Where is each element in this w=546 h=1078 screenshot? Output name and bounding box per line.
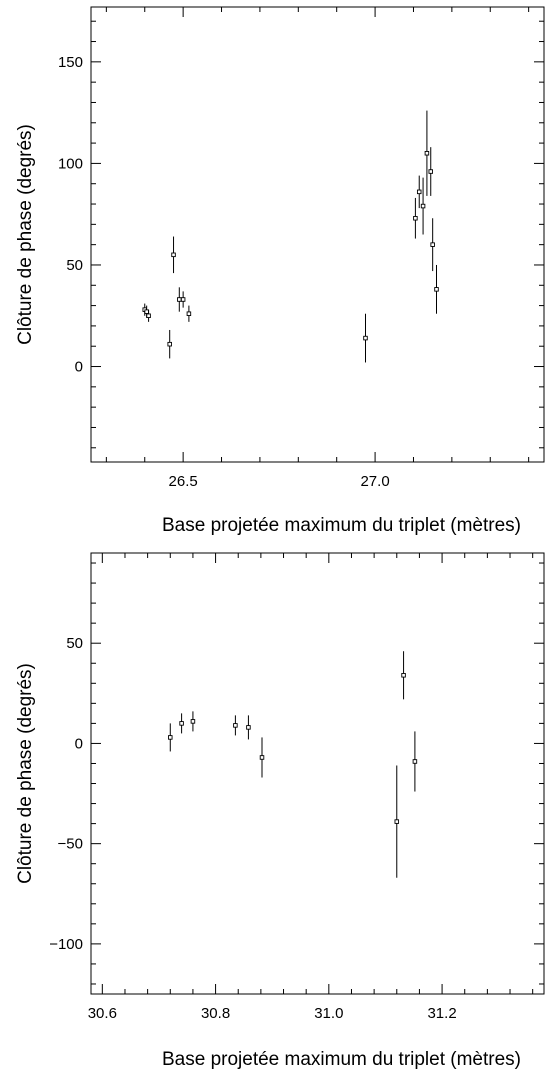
data-point	[424, 150, 430, 156]
data-point	[168, 735, 173, 740]
data-point	[259, 755, 265, 760]
data-point	[434, 287, 439, 292]
data-point	[177, 297, 182, 302]
x-tick-label: 31.0	[314, 1005, 343, 1022]
x-tick-label: 30.8	[201, 1005, 230, 1022]
data-point	[246, 725, 251, 730]
data-point	[401, 673, 406, 678]
plot-frame	[90, 552, 545, 995]
data-point	[190, 719, 196, 724]
data-point	[180, 297, 186, 302]
y-tick-label: 50	[66, 635, 83, 652]
plot-frame	[90, 6, 545, 463]
data-point	[233, 723, 238, 728]
y-tick-label: 100	[58, 155, 83, 172]
x-tick-label: 30.6	[88, 1005, 117, 1022]
x-tick-label: 31.2	[427, 1005, 456, 1022]
data-point	[416, 189, 422, 195]
data-point	[146, 313, 151, 319]
y-axis-label: Clôture de phase (degrés)	[15, 124, 36, 345]
x-tick-label: 27.0	[360, 473, 389, 490]
x-tick-label: 26.5	[169, 473, 198, 490]
y-tick-label: 0	[75, 359, 83, 376]
top-chart: 26.5 27.0 0 50 100 150 Base projetée maximum d…	[15, 6, 545, 536]
data-point	[412, 759, 418, 764]
y-tick-label: 50	[66, 257, 83, 274]
data-point	[413, 215, 418, 221]
data-point	[430, 242, 435, 247]
data-point	[179, 721, 184, 726]
data-point	[394, 819, 400, 824]
y-tick-label: 150	[58, 54, 83, 71]
y-tick-label: 0	[75, 735, 83, 752]
x-axis-label: Base projetée maximum du triplet (mètres…	[162, 1049, 521, 1070]
data-point	[167, 341, 172, 347]
data-point	[363, 335, 368, 341]
y-tick-label: −50	[58, 836, 83, 853]
data-point	[428, 169, 434, 174]
data-point	[420, 203, 426, 209]
data-point	[186, 311, 192, 316]
y-axis-label: Clôture de phase (degrés)	[15, 663, 36, 884]
y-tick-label: −100	[49, 936, 83, 953]
bottom-chart: 30.6 30.8 31.0 31.2 −100 −50 0 50 Base projetée …	[15, 552, 545, 1070]
data-point	[171, 252, 176, 258]
data-point	[144, 309, 149, 314]
x-axis-label: Base projetée maximum du triplet (mètres…	[162, 515, 521, 536]
